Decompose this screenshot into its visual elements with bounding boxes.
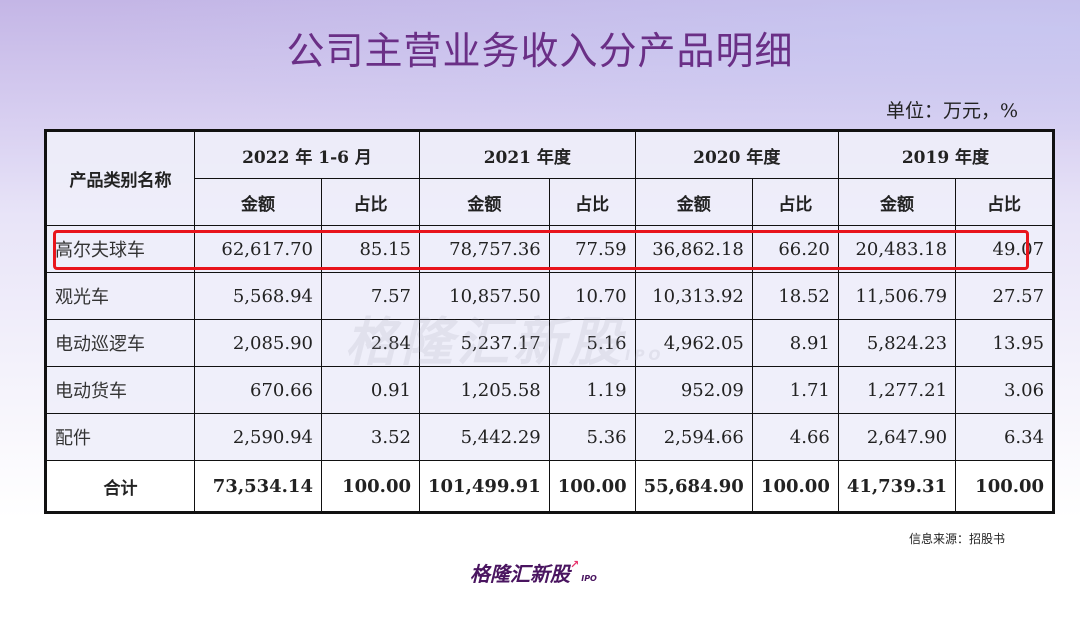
page-title: 公司主营业务收入分产品明细 <box>286 29 794 73</box>
amount-cell: 2,590.94 <box>194 413 322 461</box>
share-cell: 66.20 <box>751 225 839 273</box>
amount-cell: 78,757.36 <box>419 225 550 273</box>
amount-cell: 1,205.58 <box>419 366 550 414</box>
share-header: 占比 <box>751 178 839 226</box>
total-row: 合计 73,534.14 100.00 101,499.91 100.00 55… <box>45 460 1055 513</box>
amount-cell: 2,085.90 <box>194 319 322 367</box>
share-cell: 18.52 <box>751 272 839 320</box>
watermark-text: 格隆汇新股 <box>345 313 626 373</box>
amount-cell: 2,647.90 <box>837 413 957 461</box>
amount-cell: 5,237.17 <box>419 319 550 367</box>
amount-cell: 10,313.92 <box>634 272 753 320</box>
highlight-box <box>53 230 1029 270</box>
amount-cell: 952.09 <box>634 366 753 414</box>
total-label: 合计 <box>45 460 195 513</box>
header-row-sub: 金额 占比 金额 占比 金额 占比 金额 占比 <box>46 178 1055 226</box>
share-header: 占比 <box>548 178 636 226</box>
table-row: 电动货车 670.66 0.91 1,205.58 1.19 952.09 1.71 1,27… <box>45 366 1055 414</box>
share-cell: 77.59 <box>548 225 636 273</box>
product-name: 电动巡逻车 <box>45 319 195 367</box>
amount-cell: 10,857.50 <box>419 272 550 320</box>
share-header: 占比 <box>955 178 1055 226</box>
logo-text: 格隆汇新股 <box>470 562 570 586</box>
share-header: 占比 <box>321 178 420 226</box>
trend-arrow-icon: ↗ <box>570 558 580 571</box>
table-row: 配件 2,590.94 3.52 5,442.29 5.36 2,594.66 4.66 2,… <box>45 413 1055 461</box>
period-header: 2019 年度 <box>837 130 1055 179</box>
background-swoosh <box>0 0 1080 140</box>
total-cell: 100.00 <box>751 460 839 513</box>
share-cell: 1.71 <box>751 366 839 414</box>
share-cell: 2.84 <box>321 319 420 367</box>
amount-cell: 2,594.66 <box>634 413 753 461</box>
product-name: 观光车 <box>45 272 195 320</box>
header-row-periods: 产品类别名称 2022 年 1-6 月 2021 年度 2020 年度 2019… <box>45 130 1055 226</box>
amount-cell: 36,862.18 <box>634 225 753 273</box>
amount-header: 金额 <box>194 178 322 226</box>
unit-label: 单位：万元，% <box>885 100 1018 122</box>
period-header: 2022 年 1-6 月 <box>194 130 420 179</box>
share-cell: 5.36 <box>548 413 636 461</box>
period-header: 2020 年度 <box>634 130 839 179</box>
total-cell: 100.00 <box>548 460 636 513</box>
amount-header: 金额 <box>837 178 957 226</box>
product-name: 电动货车 <box>45 366 195 414</box>
logo: 格隆汇新股↗IPO <box>470 558 597 587</box>
total-cell: 101,499.91 <box>419 460 550 513</box>
watermark: 格隆汇新股IPO <box>345 300 664 375</box>
amount-cell: 62,617.70 <box>194 225 322 273</box>
total-cell: 41,739.31 <box>837 460 957 513</box>
source-note: 信息来源：招股书 <box>908 532 1005 546</box>
amount-cell: 5,568.94 <box>194 272 322 320</box>
share-cell: 3.52 <box>321 413 420 461</box>
total-cell: 55,684.90 <box>634 460 753 513</box>
corner-header: 产品类别名称 <box>45 130 195 226</box>
table-row: 观光车 5,568.94 7.57 10,857.50 10.70 10,313.92 18… <box>45 272 1055 320</box>
total-cell: 100.00 <box>955 460 1055 513</box>
watermark-sub: IPO <box>625 348 665 364</box>
share-cell: 13.95 <box>955 319 1055 367</box>
total-cell: 100.00 <box>321 460 420 513</box>
revenue-table: 产品类别名称 2022 年 1-6 月 2021 年度 2020 年度 2019… <box>44 129 1056 514</box>
share-cell: 8.91 <box>751 319 839 367</box>
logo-sub: IPO <box>581 574 597 583</box>
amount-cell: 4,962.05 <box>634 319 753 367</box>
amount-header: 金额 <box>419 178 550 226</box>
product-name: 高尔夫球车 <box>45 225 195 273</box>
amount-cell: 1,277.21 <box>837 366 957 414</box>
share-cell: 27.57 <box>955 272 1055 320</box>
share-cell: 7.57 <box>321 272 420 320</box>
share-cell: 5.16 <box>548 319 636 367</box>
amount-cell: 5,442.29 <box>419 413 550 461</box>
amount-cell: 670.66 <box>194 366 322 414</box>
share-cell: 3.06 <box>955 366 1055 414</box>
amount-cell: 20,483.18 <box>837 225 957 273</box>
share-cell: 4.66 <box>751 413 839 461</box>
product-name: 配件 <box>45 413 195 461</box>
amount-cell: 5,824.23 <box>837 319 957 367</box>
period-header: 2021 年度 <box>419 130 636 179</box>
share-cell: 10.70 <box>548 272 636 320</box>
share-cell: 6.34 <box>955 413 1055 461</box>
share-cell: 49.07 <box>955 225 1055 273</box>
amount-cell: 11,506.79 <box>837 272 957 320</box>
table-row: 电动巡逻车 2,085.90 2.84 5,237.17 5.16 4,962.05 8.9… <box>45 319 1055 367</box>
share-cell: 0.91 <box>321 366 420 414</box>
table-row: 高尔夫球车 62,617.70 85.15 78,757.36 77.59 36,862.… <box>45 225 1055 273</box>
total-cell: 73,534.14 <box>194 460 322 513</box>
amount-header: 金额 <box>634 178 753 226</box>
